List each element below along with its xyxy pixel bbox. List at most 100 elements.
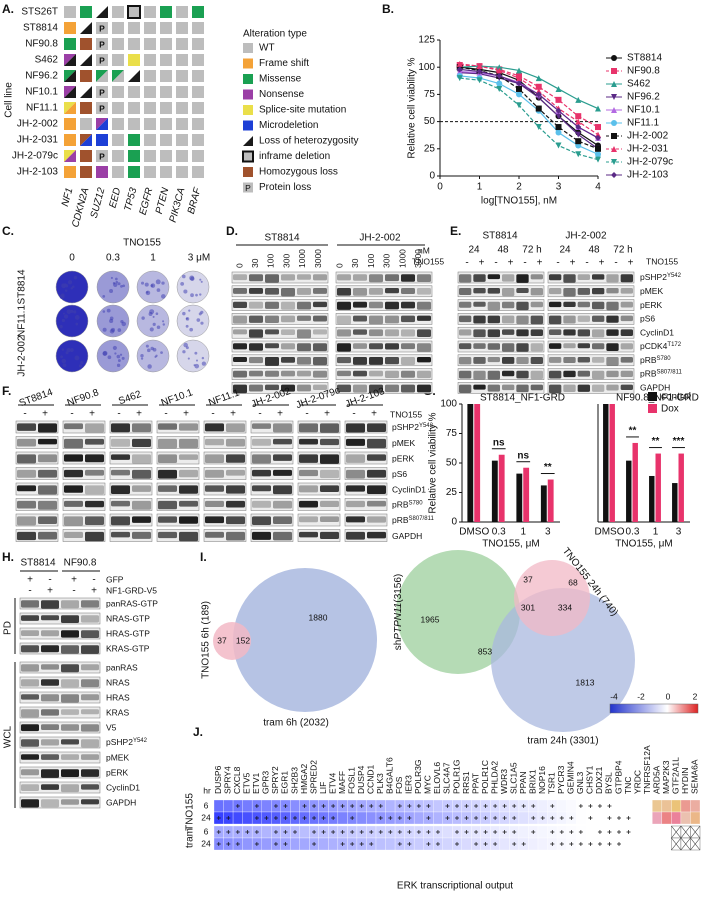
significance-plus xyxy=(397,804,402,808)
gene-label: SH2B3 xyxy=(289,767,299,794)
blot-band xyxy=(85,469,104,476)
significance-plus xyxy=(455,816,459,820)
gene-label: NOP16 xyxy=(537,766,547,794)
blot-band xyxy=(346,531,365,540)
colony xyxy=(67,280,73,285)
blot-band xyxy=(401,384,415,393)
alteration-cell xyxy=(96,6,108,18)
alteration-cell xyxy=(192,22,204,34)
data-point xyxy=(595,145,601,152)
gene-label: ETV4 xyxy=(327,772,337,794)
bar xyxy=(467,404,474,522)
significance-plus xyxy=(407,842,412,846)
blot-band xyxy=(265,274,279,283)
bar xyxy=(491,460,498,522)
significance-plus xyxy=(531,816,536,820)
protein-label: pRBS780 xyxy=(392,500,423,510)
alteration-cell xyxy=(192,54,204,66)
significance-plus xyxy=(597,830,602,834)
significance-plus xyxy=(340,842,345,846)
blot-band xyxy=(473,343,486,349)
set-label: tram 6h (2032) xyxy=(263,718,329,729)
significance-plus xyxy=(312,816,317,820)
x-tick-label: 1 xyxy=(653,527,659,538)
gene-label: PLK3 xyxy=(375,773,385,794)
blot-band xyxy=(252,516,271,526)
significance-label: ns xyxy=(517,450,529,461)
sign-label: - xyxy=(523,258,526,269)
blot-band xyxy=(297,301,311,310)
data-point xyxy=(516,80,522,87)
blot-band xyxy=(252,531,271,540)
blot-strip xyxy=(19,676,101,689)
sign-label: - xyxy=(48,575,51,586)
sign-label: + xyxy=(628,258,634,269)
legend-swatch xyxy=(243,136,253,146)
heatmap-cell xyxy=(671,799,682,813)
blot-band xyxy=(265,357,279,366)
sign-label: + xyxy=(47,586,53,597)
protein-label: CyclinD1 xyxy=(392,484,426,494)
sign-label: + xyxy=(570,258,576,269)
blot-band xyxy=(21,784,39,792)
colony xyxy=(102,295,106,298)
blot-strip xyxy=(231,299,329,311)
blot-band xyxy=(401,357,415,365)
venn-circle xyxy=(213,622,251,660)
heatmap-cell xyxy=(614,799,624,813)
blot-band xyxy=(530,301,543,308)
colony xyxy=(112,345,117,350)
blot-band xyxy=(487,274,500,280)
blot-band xyxy=(606,315,619,323)
legend-label: NF11.1 xyxy=(627,118,659,129)
colony xyxy=(199,278,202,281)
legend-label: Loss of heterozygosity xyxy=(259,136,359,147)
blot-band xyxy=(17,469,36,478)
data-point xyxy=(496,80,503,87)
heatmap-cell xyxy=(537,837,548,851)
blot-band xyxy=(297,274,311,280)
legend-swatch xyxy=(243,182,253,193)
line-series xyxy=(459,66,599,150)
blot-band xyxy=(417,315,431,321)
blot-band xyxy=(369,357,383,365)
blot-band xyxy=(530,315,543,325)
gene-label: POLR1G xyxy=(451,760,461,795)
protein-label-main: pSHP2 xyxy=(640,272,667,282)
condition-label: NF1-GRD-V5 xyxy=(106,585,157,595)
sign-label: + xyxy=(91,586,97,597)
heatmap-cell xyxy=(232,811,243,825)
blot-band xyxy=(313,288,327,294)
blot-band xyxy=(502,315,515,324)
blot-band xyxy=(563,301,576,308)
missing-cross xyxy=(680,825,691,839)
colony xyxy=(140,281,145,285)
axis-title: hr xyxy=(203,785,211,795)
blot-band xyxy=(606,329,619,336)
blot-band xyxy=(563,370,576,378)
column-label: SUZ12 xyxy=(89,186,108,219)
alteration-cell xyxy=(96,118,108,130)
blot-band xyxy=(516,343,529,352)
gene-label: GNL3 xyxy=(575,772,585,794)
x-tick-label: 3 xyxy=(545,527,551,538)
colony xyxy=(145,344,149,348)
blot-band xyxy=(132,485,151,492)
blot-band xyxy=(577,315,590,322)
blot-band xyxy=(549,288,562,295)
colony xyxy=(141,316,145,320)
significance-plus xyxy=(369,804,374,808)
blot-band xyxy=(21,709,39,718)
blot-band xyxy=(61,799,79,805)
blot-band xyxy=(281,357,295,363)
blot-band xyxy=(549,357,562,363)
blot-band xyxy=(21,615,39,621)
blot-band xyxy=(265,370,279,377)
alteration-cell xyxy=(96,70,108,82)
legend-label: Protein loss xyxy=(259,182,311,193)
blot-band xyxy=(417,343,431,352)
heatmap-cell xyxy=(442,825,453,839)
blot-band xyxy=(81,784,99,790)
blot-band xyxy=(41,694,59,702)
blot-band xyxy=(41,709,59,716)
